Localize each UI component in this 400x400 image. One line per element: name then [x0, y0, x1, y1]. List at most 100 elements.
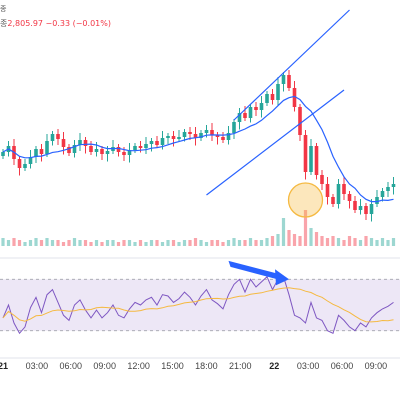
volume-bar [182, 240, 187, 246]
x-axis-tick-label: 09:00 [365, 361, 388, 371]
candle-body [116, 147, 121, 152]
volume-bar [380, 238, 385, 246]
candle-body [303, 135, 308, 172]
volume-bar [193, 238, 198, 246]
price-moving-average-line [2, 95, 394, 203]
volume-bar [39, 240, 44, 246]
volume-bar [160, 242, 165, 246]
candle-body [199, 133, 203, 138]
candle-body [67, 147, 71, 153]
rsi-band [0, 279, 400, 331]
highlight-circle-marker [287, 182, 324, 218]
candle-body [259, 103, 264, 110]
candle-body [89, 146, 93, 152]
volume-bar [375, 240, 379, 246]
volume-bar [23, 242, 27, 246]
volume-bar [155, 240, 159, 246]
x-axis-tick-label: 15:00 [161, 361, 184, 371]
volume-bar [105, 240, 110, 246]
volume-bar [265, 238, 269, 246]
volume-bar [281, 218, 286, 246]
volume-bar [171, 240, 176, 246]
x-axis-tick-label: 18:00 [195, 361, 218, 371]
candle-body [342, 184, 346, 194]
candle-body [127, 150, 132, 155]
candle-body [309, 146, 313, 172]
volume-bar [89, 242, 93, 246]
volume-bar [342, 240, 346, 246]
volume-bar [369, 238, 374, 246]
candle-body [237, 113, 242, 122]
volume-bar [56, 240, 60, 246]
volume-bar [276, 234, 280, 246]
candle-body [45, 141, 49, 154]
candle-body [122, 152, 126, 155]
volume-bar [204, 242, 209, 246]
candle-body [353, 201, 357, 210]
candle-body [380, 191, 385, 197]
x-axis-tick-label: 21:00 [229, 361, 252, 371]
candle-body [149, 141, 154, 144]
candle-body [232, 122, 236, 133]
candle-body [94, 149, 99, 152]
candle-body [177, 137, 181, 139]
candle-body [105, 151, 110, 154]
ohlc-legend: 종2,805.97 −0.33 (−0.01%) [0, 18, 111, 29]
x-axis-tick-label: 09:00 [93, 361, 116, 371]
volume-bar [6, 240, 11, 246]
volume-bar [270, 236, 275, 246]
volume-bar [254, 240, 258, 246]
candle-body [276, 84, 280, 100]
candle-body [34, 149, 38, 157]
candle-body [325, 184, 330, 197]
candle-body [386, 187, 390, 191]
candle-body [358, 206, 363, 210]
candle-body [39, 149, 44, 154]
candle-body [56, 134, 60, 139]
candle-body [72, 145, 77, 153]
candle-body [210, 130, 214, 135]
candle-body [320, 175, 324, 184]
volume-bar [320, 236, 324, 246]
candle-body [347, 194, 352, 201]
volume-bar [232, 238, 236, 246]
volume-bar [347, 236, 352, 246]
candle-body [265, 94, 269, 103]
candle-body [254, 107, 258, 110]
candle-body [215, 135, 220, 137]
volume-bar [100, 242, 104, 246]
change-value: −0.33 (−0.01%) [45, 19, 111, 28]
candle-body [204, 130, 209, 133]
volume-bar [336, 238, 341, 246]
volume-bar [149, 240, 154, 246]
candle-body [193, 134, 198, 138]
candle-body [155, 141, 159, 145]
x-axis-tick-label: 22 [269, 361, 279, 371]
candle-body [287, 75, 291, 88]
volume-bar [122, 240, 126, 246]
candle-body [292, 88, 297, 107]
volume-bar [133, 242, 137, 246]
volume-bar [45, 238, 49, 246]
candle-body [100, 149, 104, 154]
x-axis-tick-label: 06:00 [331, 361, 354, 371]
volume-bar [144, 242, 148, 246]
volume-bar [61, 242, 66, 246]
candle-body [78, 140, 82, 145]
candle-body [144, 144, 148, 148]
volume-bar [12, 238, 16, 246]
volume-bar [237, 240, 242, 246]
volume-bar [199, 240, 203, 246]
volume-bar [314, 232, 319, 246]
volume-bar [215, 240, 220, 246]
candle-body [1, 152, 5, 156]
candle-body [23, 164, 27, 168]
candle-body [281, 75, 286, 84]
volume-bar [72, 238, 77, 246]
x-axis-tick-label: 12:00 [127, 361, 150, 371]
candle-body [369, 204, 374, 214]
volume-bar [303, 210, 308, 246]
volume-bar [353, 238, 357, 246]
volume-bar [358, 240, 363, 246]
